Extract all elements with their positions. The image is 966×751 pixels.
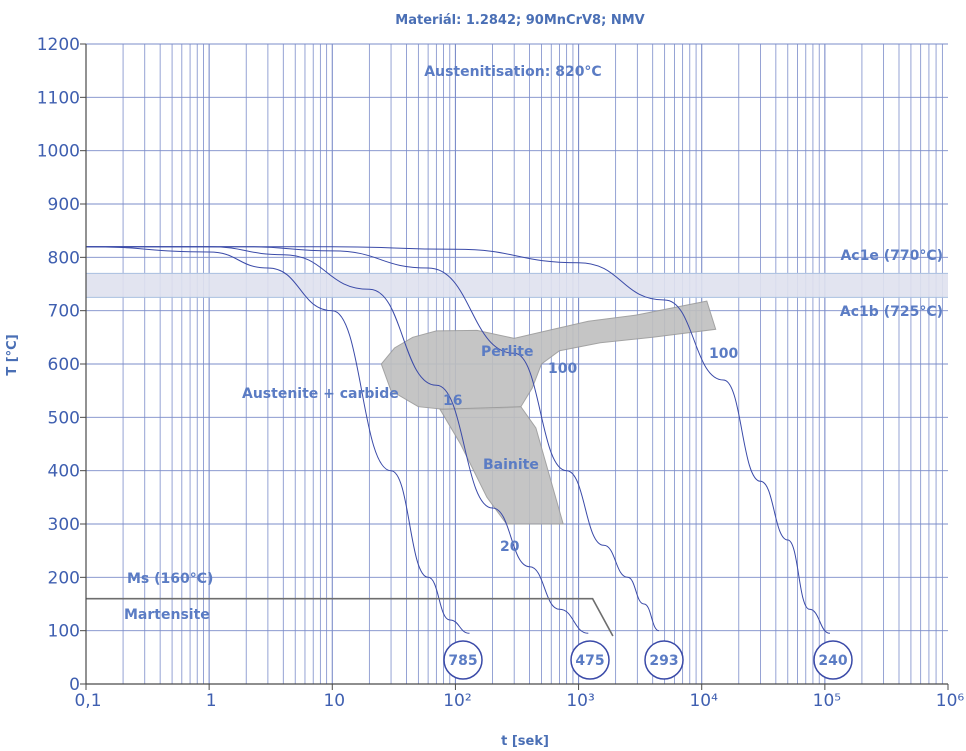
x-tick-label: 10⁵ xyxy=(813,691,841,711)
annotation-austenite-carbide: Austenite + carbide xyxy=(242,386,399,402)
hardness-circle xyxy=(443,640,483,680)
hardness-circle xyxy=(570,640,610,680)
y-tick-label: 1100 xyxy=(37,88,80,108)
annotation-ac1e: Ac1e (770°C) xyxy=(840,248,943,264)
x-tick-label: 10² xyxy=(443,691,471,711)
y-tick-label: 300 xyxy=(48,515,80,535)
bainite-region xyxy=(439,406,564,525)
chart-title: Materiál: 1.2842; 90MnCrV8; NMV xyxy=(395,13,644,28)
annotation-ms: Ms (160°C) xyxy=(127,571,213,587)
hardness-label: 475 xyxy=(575,653,604,669)
annotation-perlite: Perlite xyxy=(481,344,533,360)
y-tick-label: 200 xyxy=(48,568,80,588)
y-tick-label: 600 xyxy=(48,355,80,375)
hardness-label: 293 xyxy=(649,653,678,669)
annotations: Austenitisation: 820°C Ac1e (770°C) Ac1b (… xyxy=(124,64,943,623)
grid xyxy=(86,43,948,685)
cooling-curve xyxy=(86,246,589,634)
ms-line-path xyxy=(86,597,614,637)
cooling-curve xyxy=(86,246,831,634)
y-tick-label: 0 xyxy=(69,675,80,695)
ms-line xyxy=(86,597,614,637)
annotation-martensite: Martensite xyxy=(124,607,210,623)
y-tick-label: 1000 xyxy=(37,142,80,162)
ac1-band xyxy=(86,272,948,298)
annotation-100-a: 100 xyxy=(548,361,577,377)
y-tick-label: 800 xyxy=(48,248,80,268)
x-tick-label: 0,1 xyxy=(74,691,101,711)
x-tick-label: 1 xyxy=(206,691,217,711)
y-tick-label: 500 xyxy=(48,408,80,428)
hardness-labels: 785 475 293 240 xyxy=(443,640,853,680)
x-tick-label: 10³ xyxy=(566,691,594,711)
annotation-100-b: 100 xyxy=(709,346,738,362)
annotation-16: 16 xyxy=(443,393,462,409)
y-tick-label: 1200 xyxy=(37,35,80,55)
annotation-austenitisation: Austenitisation: 820°C xyxy=(424,64,601,80)
annotation-bainite: Bainite xyxy=(483,457,539,473)
x-tick-label: 10 xyxy=(323,691,345,711)
x-tick-label: 10⁶ xyxy=(936,691,965,711)
hardness-label: 240 xyxy=(818,653,847,669)
transformation-regions xyxy=(380,300,717,525)
hardness-label: 785 xyxy=(448,653,477,669)
cooling-curves xyxy=(85,246,831,634)
y-tick-label: 400 xyxy=(48,462,80,482)
hardness-circle xyxy=(813,640,853,680)
hardness-circle xyxy=(644,640,684,680)
ac1-band-fill xyxy=(86,273,948,298)
axes: 0100200300400500600700800900100011001200… xyxy=(37,35,965,711)
y-axis-label: T [°C] xyxy=(5,334,20,375)
cooling-curve xyxy=(85,246,470,634)
annotation-ac1b: Ac1b (725°C) xyxy=(840,304,943,320)
x-axis-label: t [sek] xyxy=(501,734,549,749)
y-tick-label: 700 xyxy=(48,302,80,322)
y-tick-label: 900 xyxy=(48,195,80,215)
y-tick-label: 100 xyxy=(48,622,80,642)
cooling-curve xyxy=(86,246,660,632)
x-tick-label: 10⁴ xyxy=(689,691,718,711)
annotation-20: 20 xyxy=(500,539,520,555)
perlite-region xyxy=(380,300,717,410)
